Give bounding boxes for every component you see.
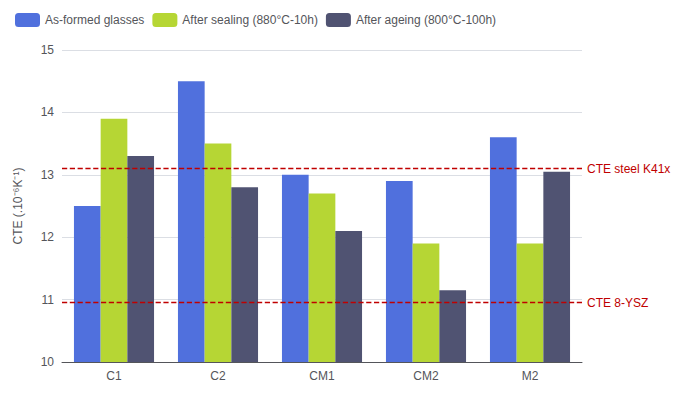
svg-text:CTE steel K41x: CTE steel K41x [587,162,670,176]
svg-text:12: 12 [41,230,55,244]
svg-text:After ageing (800°C-100h): After ageing (800°C-100h) [356,13,496,27]
svg-text:CM2: CM2 [413,369,439,383]
svg-text:CTE 8-YSZ: CTE 8-YSZ [587,296,648,310]
svg-text:After sealing (880°C-10h): After sealing (880°C-10h) [182,13,318,27]
svg-text:10: 10 [41,355,55,369]
svg-text:11: 11 [42,293,55,307]
svg-text:13: 13 [41,168,55,182]
svg-text:C2: C2 [210,369,226,383]
svg-text:CM1: CM1 [309,369,335,383]
svg-text:C1: C1 [106,369,122,383]
svg-text:15: 15 [41,43,55,57]
svg-text:14: 14 [41,105,55,119]
svg-text:As-formed glasses: As-formed glasses [45,13,144,27]
svg-text:CTE (.10⁻⁶K⁻¹): CTE (.10⁻⁶K⁻¹) [11,168,25,245]
svg-text:M2: M2 [522,369,539,383]
